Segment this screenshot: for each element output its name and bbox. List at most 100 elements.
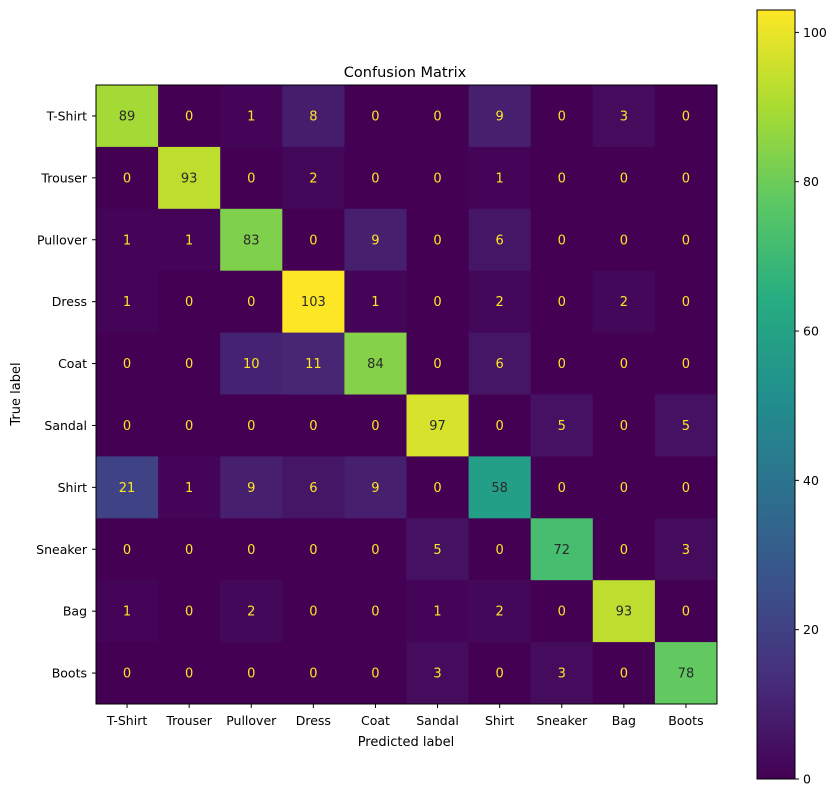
matrix-cell bbox=[654, 332, 718, 395]
cell-value: 0 bbox=[185, 357, 193, 372]
cell-value: 3 bbox=[433, 667, 441, 682]
cell-value: 0 bbox=[123, 667, 131, 682]
colorbar-tick-label: 40 bbox=[803, 473, 819, 488]
matrix-cell bbox=[406, 580, 470, 643]
cell-value: 0 bbox=[185, 419, 193, 434]
x-tick-label: Boots bbox=[668, 713, 703, 728]
cell-value: 89 bbox=[119, 109, 136, 124]
matrix-cell bbox=[220, 518, 283, 581]
cell-value: 93 bbox=[181, 171, 198, 186]
cell-value: 84 bbox=[367, 357, 384, 372]
cell-value: 0 bbox=[185, 109, 193, 124]
cell-value: 5 bbox=[433, 543, 441, 558]
matrix-cell bbox=[158, 85, 221, 148]
cell-value: 0 bbox=[433, 109, 441, 124]
cell-value: 8 bbox=[309, 109, 317, 124]
matrix-cell bbox=[282, 518, 345, 581]
cell-value: 0 bbox=[185, 295, 193, 310]
cell-value: 3 bbox=[682, 543, 690, 558]
y-tick-label: Pullover bbox=[37, 232, 88, 247]
matrix-cell bbox=[220, 394, 283, 457]
cell-value: 58 bbox=[491, 481, 508, 496]
cell-value: 0 bbox=[123, 419, 131, 434]
cell-value: 0 bbox=[309, 233, 317, 248]
cell-value: 0 bbox=[496, 543, 504, 558]
matrix-cell bbox=[96, 208, 159, 272]
matrix-cell bbox=[282, 146, 345, 210]
matrix-cell bbox=[282, 394, 345, 457]
y-tick-label: Bag bbox=[63, 604, 87, 619]
cell-value: 0 bbox=[620, 481, 628, 496]
matrix-cell bbox=[158, 518, 221, 581]
x-axis-label: Predicted label bbox=[358, 735, 455, 750]
matrix-cell bbox=[654, 85, 718, 148]
matrix-cell bbox=[654, 580, 718, 643]
matrix-cell bbox=[344, 394, 407, 457]
colorbar bbox=[756, 9, 796, 780]
cell-value: 0 bbox=[682, 295, 690, 310]
matrix-cell bbox=[406, 456, 470, 519]
matrix-cell bbox=[220, 85, 283, 148]
cell-value: 0 bbox=[558, 233, 566, 248]
matrix-cell bbox=[530, 518, 594, 581]
cell-value: 2 bbox=[309, 171, 317, 186]
matrix-cell bbox=[530, 642, 594, 705]
x-tick-label: Trouser bbox=[165, 713, 212, 728]
matrix-cell bbox=[468, 518, 532, 581]
cell-value: 0 bbox=[558, 481, 566, 496]
matrix-cell bbox=[468, 642, 532, 705]
matrix-cell bbox=[96, 146, 159, 210]
matrix-cell bbox=[96, 580, 159, 643]
cell-value: 0 bbox=[309, 667, 317, 682]
matrix-cell bbox=[282, 208, 345, 272]
y-tick-label: Dress bbox=[52, 294, 87, 309]
cell-value: 0 bbox=[123, 543, 131, 558]
cell-value: 0 bbox=[371, 543, 379, 558]
matrix-cell bbox=[282, 332, 345, 395]
matrix-cell bbox=[592, 518, 656, 581]
cell-value: 0 bbox=[247, 543, 255, 558]
cell-value: 3 bbox=[620, 109, 628, 124]
matrix-cell bbox=[96, 85, 159, 148]
cell-value: 0 bbox=[558, 295, 566, 310]
matrix-cell bbox=[344, 518, 407, 581]
y-tick-label: Trouser bbox=[40, 170, 87, 185]
cell-value: 9 bbox=[371, 233, 379, 248]
cell-value: 1 bbox=[123, 233, 131, 248]
matrix-cell bbox=[530, 394, 594, 457]
matrix-cell bbox=[654, 394, 718, 457]
cell-value: 0 bbox=[371, 109, 379, 124]
matrix-cell bbox=[344, 332, 407, 395]
cell-value: 2 bbox=[496, 295, 504, 310]
y-axis-label: True label bbox=[9, 362, 24, 426]
y-tick-label: Sneaker bbox=[36, 542, 88, 557]
colorbar-ticks: 0 20 40 60 80 100 bbox=[795, 25, 827, 787]
cell-value: 10 bbox=[243, 357, 260, 372]
x-tick-label: Shirt bbox=[485, 713, 514, 728]
colorbar-tick-label: 80 bbox=[803, 174, 819, 189]
matrix-cell bbox=[592, 456, 656, 519]
matrix-cell bbox=[654, 146, 718, 210]
cell-value: 72 bbox=[553, 543, 570, 558]
matrix-cell bbox=[592, 85, 656, 148]
matrix-cell bbox=[282, 580, 345, 643]
matrix-cell bbox=[158, 456, 221, 519]
cell-value: 11 bbox=[305, 357, 322, 372]
matrix-cell bbox=[592, 208, 656, 272]
matrix-cell bbox=[468, 85, 532, 148]
cell-value: 0 bbox=[433, 357, 441, 372]
matrix-cell bbox=[158, 270, 221, 334]
cell-value: 0 bbox=[682, 605, 690, 620]
matrix-cell bbox=[468, 332, 532, 395]
cell-value: 0 bbox=[496, 419, 504, 434]
cell-value: 0 bbox=[123, 171, 131, 186]
matrix-cell bbox=[654, 208, 718, 272]
matrix-cell bbox=[592, 394, 656, 457]
cell-value: 0 bbox=[558, 109, 566, 124]
matrix-cell bbox=[282, 270, 345, 334]
cell-value: 6 bbox=[496, 233, 504, 248]
cell-value: 83 bbox=[243, 233, 260, 248]
matrix-cell bbox=[530, 456, 594, 519]
cell-value: 2 bbox=[620, 295, 628, 310]
matrix-cell bbox=[344, 85, 407, 148]
